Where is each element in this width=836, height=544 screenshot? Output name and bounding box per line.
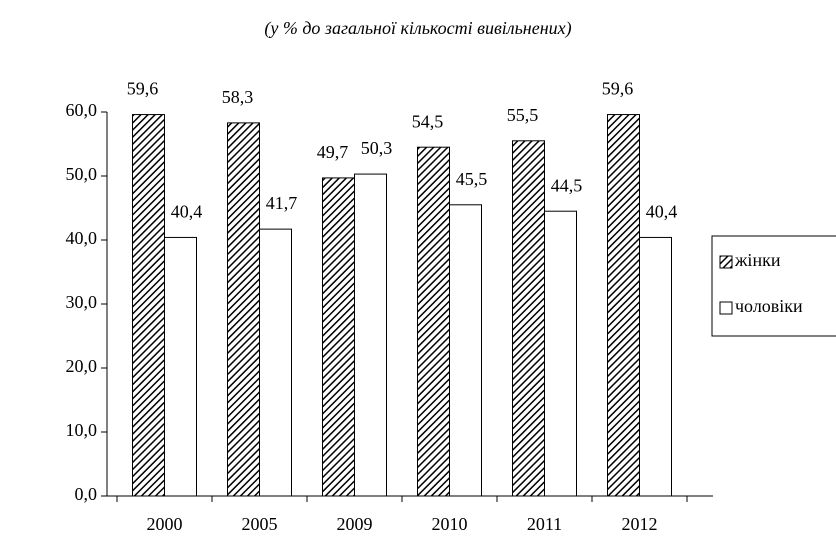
bar (417, 146, 450, 497)
bar (449, 204, 482, 497)
bar (132, 114, 165, 497)
data-label: 59,6 (127, 79, 159, 99)
data-label: 59,6 (602, 79, 634, 99)
legend-swatch (719, 301, 733, 315)
bar (512, 140, 545, 497)
data-label: 54,5 (412, 111, 444, 131)
bar (544, 210, 577, 497)
chart-title: (у % до загальної кількості вивільнених) (264, 18, 571, 39)
data-label: 41,7 (266, 193, 298, 213)
bar (227, 122, 260, 497)
x-tick-label: 2011 (527, 514, 562, 534)
x-tick-label: 2009 (337, 514, 373, 534)
x-tick-label: 2000 (147, 514, 183, 534)
legend-swatch (719, 255, 733, 269)
bar (354, 173, 387, 497)
x-tick-label: 2010 (432, 514, 468, 534)
bar (639, 236, 672, 497)
y-tick-label: 60,0 (66, 100, 98, 120)
data-label: 44,5 (551, 175, 583, 195)
bar (607, 114, 640, 497)
legend-label: чоловіки (735, 296, 803, 316)
data-label: 45,5 (456, 169, 488, 189)
y-tick-label: 50,0 (66, 164, 98, 184)
x-tick-label: 2005 (242, 514, 278, 534)
y-tick-label: 10,0 (66, 420, 98, 440)
data-label: 40,4 (171, 202, 203, 222)
y-tick-label: 0,0 (75, 484, 98, 504)
y-tick-label: 20,0 (66, 356, 98, 376)
bar (164, 236, 197, 497)
x-tick-label: 2012 (622, 514, 658, 534)
data-label: 50,3 (361, 138, 393, 158)
data-label: 58,3 (222, 87, 254, 107)
legend-label: жінки (734, 250, 781, 270)
data-label: 40,4 (646, 202, 678, 222)
data-label: 49,7 (317, 142, 349, 162)
bar (322, 177, 355, 497)
y-tick-label: 40,0 (66, 228, 98, 248)
legend-box (711, 235, 836, 337)
data-label: 55,5 (507, 105, 539, 125)
y-tick-label: 30,0 (66, 292, 98, 312)
bar (259, 228, 292, 497)
